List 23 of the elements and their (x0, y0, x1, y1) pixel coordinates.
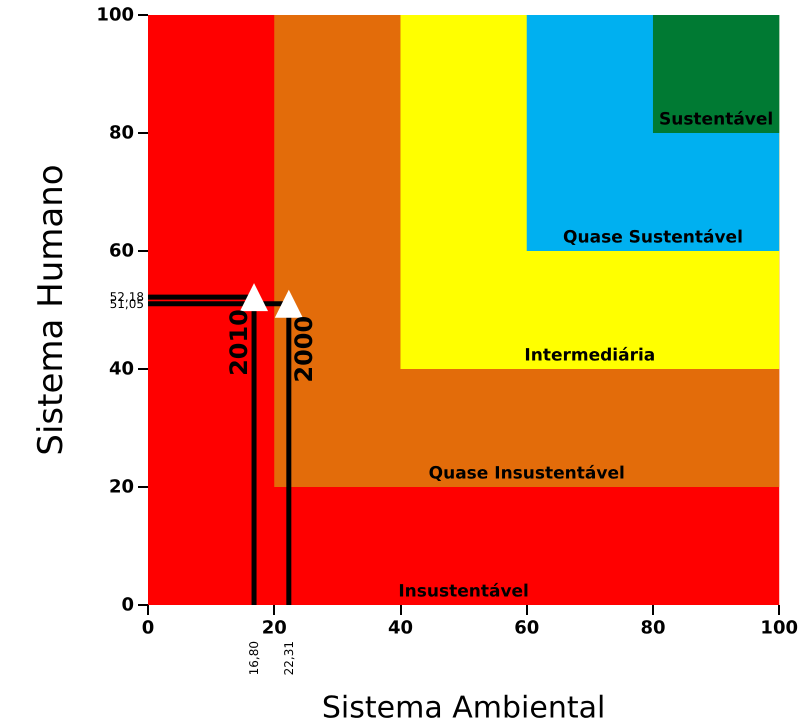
annotation: 22,31 (282, 641, 296, 676)
band-label: Quase Insustentável (428, 464, 625, 484)
x-tick-label: 100 (760, 618, 798, 638)
x-tick-label: 80 (640, 618, 666, 638)
y-axis-title: Sistema Humano (31, 164, 71, 456)
y-tick-label: 0 (121, 594, 134, 616)
annotation: 16,80 (247, 641, 262, 676)
x-tick-label: 20 (262, 618, 287, 638)
text: 2010 (225, 309, 254, 376)
y-tick-label: 80 (108, 122, 134, 144)
band-label: Quase Sustentável (563, 228, 743, 248)
x-tick-label: 0 (142, 618, 154, 638)
x-tick-label: 40 (388, 618, 414, 638)
text: 2000 (290, 316, 318, 383)
y-tick-label: 40 (108, 358, 134, 380)
band-label: Intermediária (524, 346, 656, 366)
y-tick-label: 100 (96, 4, 134, 26)
x-axis-title: Sistema Ambiental (322, 690, 606, 726)
y-tick-label: 20 (108, 476, 134, 498)
band-label: Insustentável (398, 582, 529, 602)
y-tick-label: 60 (108, 240, 134, 262)
x-tick-label: 60 (514, 618, 540, 638)
band-label: Sustentável (658, 110, 774, 130)
